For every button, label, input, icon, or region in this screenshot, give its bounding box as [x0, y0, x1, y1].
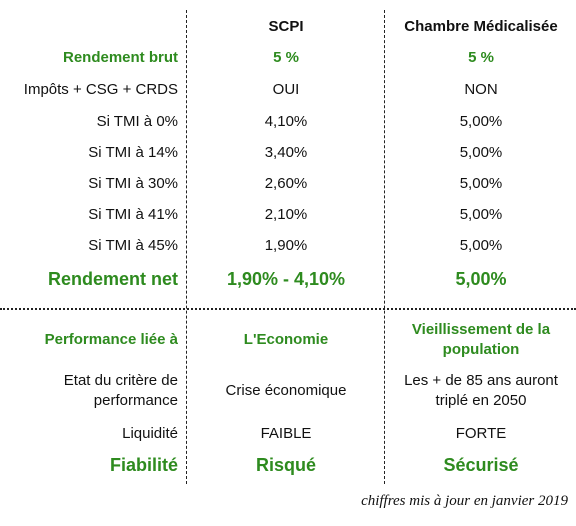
cell-scpi-impots: OUI: [272, 81, 300, 98]
cell-chambre-fiabilite: Sécurisé: [443, 455, 519, 475]
cell-chambre-tmi-0: 5,00%: [459, 113, 503, 130]
row-label-tmi-45: Si TMI à 45%: [88, 237, 178, 254]
row-label-tmi-14: Si TMI à 14%: [88, 144, 178, 161]
cell-scpi-rendement-net: 1,90% - 4,10%: [226, 269, 346, 289]
cell-chambre-tmi-41: 5,00%: [459, 206, 503, 223]
row-label-rendement-net: Rendement net: [47, 269, 178, 289]
cell-scpi-tmi-0: 4,10%: [264, 113, 308, 130]
column-header-scpi: SCPI: [268, 18, 304, 35]
cell-scpi-performance: L'Economie: [243, 331, 329, 348]
cell-chambre-impots: NON: [464, 81, 498, 98]
row-label-tmi-41: Si TMI à 41%: [88, 206, 178, 223]
cell-chambre-tmi-45: 5,00%: [459, 237, 503, 254]
cell-chambre-etat-critere: Les + de 85 ans auront triplé en 2050: [404, 372, 558, 409]
cell-scpi-liquidite: FAIBLE: [260, 425, 312, 442]
cell-chambre-liquidite: FORTE: [455, 425, 507, 442]
cell-chambre-tmi-30: 5,00%: [459, 175, 503, 192]
update-footnote: chiffres mis à jour en janvier 2019: [361, 493, 568, 509]
row-label-etat-critere: Etat du critère de performance: [63, 372, 178, 409]
cell-scpi-rendement-brut: 5 %: [273, 49, 299, 66]
cell-chambre-performance: Vieillissement de la population: [411, 321, 551, 358]
row-label-liquidite: Liquidité: [122, 425, 178, 442]
row-label-tmi-0: Si TMI à 0%: [96, 113, 178, 130]
row-label-tmi-30: Si TMI à 30%: [88, 175, 178, 192]
column-divider-2: [384, 10, 385, 484]
row-label-impots: Impôts + CSG + CRDS: [23, 81, 178, 98]
row-label-fiabilite: Fiabilité: [109, 455, 178, 475]
cell-scpi-tmi-45: 1,90%: [264, 237, 308, 254]
cell-chambre-rendement-brut: 5 %: [468, 49, 494, 66]
row-label-performance: Performance liée à: [44, 331, 178, 348]
section-divider: [0, 308, 576, 310]
column-divider-1: [186, 10, 187, 484]
cell-scpi-tmi-30: 2,60%: [264, 175, 308, 192]
cell-chambre-rendement-net: 5,00%: [455, 269, 507, 289]
cell-scpi-tmi-41: 2,10%: [264, 206, 308, 223]
row-label-rendement-brut: Rendement brut: [62, 49, 178, 66]
column-header-chambre: Chambre Médicalisée: [404, 18, 558, 35]
cell-scpi-tmi-14: 3,40%: [264, 144, 308, 161]
cell-scpi-fiabilite: Risqué: [255, 455, 316, 475]
cell-chambre-tmi-14: 5,00%: [459, 144, 503, 161]
cell-scpi-etat-critere: Crise économique: [225, 382, 347, 399]
